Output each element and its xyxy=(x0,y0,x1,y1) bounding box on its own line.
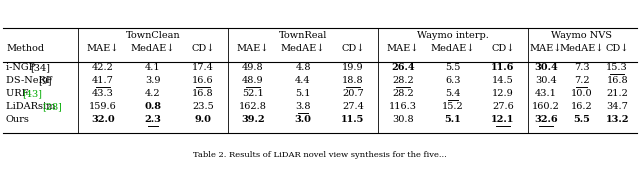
Text: 28.2: 28.2 xyxy=(392,89,414,98)
Text: 19.9: 19.9 xyxy=(342,63,364,72)
Text: 13.2: 13.2 xyxy=(605,115,629,124)
Text: 14.5: 14.5 xyxy=(492,76,514,85)
Text: 30.4: 30.4 xyxy=(535,76,557,85)
Text: MAE↓: MAE↓ xyxy=(387,44,419,53)
Text: 34.7: 34.7 xyxy=(606,102,628,111)
Text: i-NGP: i-NGP xyxy=(6,63,38,72)
Text: MedAE↓: MedAE↓ xyxy=(281,44,325,53)
Text: 5.1: 5.1 xyxy=(295,89,311,98)
Text: 159.6: 159.6 xyxy=(89,102,117,111)
Text: 32.0: 32.0 xyxy=(91,115,115,124)
Text: CD↓: CD↓ xyxy=(191,44,214,53)
Text: [34]: [34] xyxy=(30,63,51,72)
Text: [28]: [28] xyxy=(42,102,63,111)
Text: 7.3: 7.3 xyxy=(573,63,589,72)
Text: 16.8: 16.8 xyxy=(606,76,628,85)
Text: MAE↓: MAE↓ xyxy=(237,44,269,53)
Text: 18.8: 18.8 xyxy=(342,76,364,85)
Text: TownReal: TownReal xyxy=(279,31,327,40)
Text: CD↓: CD↓ xyxy=(341,44,365,53)
Text: CD↓: CD↓ xyxy=(605,44,629,53)
Text: [9]: [9] xyxy=(38,76,52,85)
Text: 160.2: 160.2 xyxy=(532,102,560,111)
Text: 27.4: 27.4 xyxy=(342,102,364,111)
Text: 5.5: 5.5 xyxy=(573,115,590,124)
Text: MAE↓: MAE↓ xyxy=(87,44,119,53)
Text: 16.2: 16.2 xyxy=(571,102,593,111)
Text: 20.7: 20.7 xyxy=(342,89,364,98)
Text: 2.3: 2.3 xyxy=(145,115,161,124)
Text: Method: Method xyxy=(6,44,44,53)
Text: 41.7: 41.7 xyxy=(92,76,114,85)
Text: 16.8: 16.8 xyxy=(192,89,214,98)
Text: Ours: Ours xyxy=(6,115,30,124)
Text: 5.4: 5.4 xyxy=(445,89,461,98)
Text: 11.5: 11.5 xyxy=(341,115,365,124)
Text: 15.2: 15.2 xyxy=(442,102,464,111)
Text: 52.1: 52.1 xyxy=(242,89,264,98)
Text: 39.2: 39.2 xyxy=(241,115,265,124)
Text: 43.1: 43.1 xyxy=(535,89,557,98)
Text: 3.9: 3.9 xyxy=(145,76,161,85)
Text: 16.6: 16.6 xyxy=(192,76,214,85)
Text: 6.3: 6.3 xyxy=(445,76,461,85)
Text: 9.0: 9.0 xyxy=(195,115,211,124)
Text: 116.3: 116.3 xyxy=(389,102,417,111)
Text: 30.4: 30.4 xyxy=(534,63,557,72)
Text: Waymo interp.: Waymo interp. xyxy=(417,31,489,40)
Text: 21.2: 21.2 xyxy=(606,89,628,98)
Text: 17.4: 17.4 xyxy=(192,63,214,72)
Text: Table 2. Results of LiDAR novel view synthesis for the five...: Table 2. Results of LiDAR novel view syn… xyxy=(193,151,447,159)
Text: 11.6: 11.6 xyxy=(492,63,515,72)
Text: 27.6: 27.6 xyxy=(492,102,514,111)
Text: [43]: [43] xyxy=(22,89,42,98)
Text: LiDARsim: LiDARsim xyxy=(6,102,59,111)
Text: 4.1: 4.1 xyxy=(145,63,161,72)
Text: 23.5: 23.5 xyxy=(192,102,214,111)
Text: 7.2: 7.2 xyxy=(573,76,589,85)
Text: MedAE↓: MedAE↓ xyxy=(431,44,475,53)
Text: 5.1: 5.1 xyxy=(445,115,461,124)
Text: 4.2: 4.2 xyxy=(145,89,161,98)
Text: 48.9: 48.9 xyxy=(242,76,264,85)
Text: 28.2: 28.2 xyxy=(392,76,414,85)
Text: MedAE↓: MedAE↓ xyxy=(131,44,175,53)
Text: 4.4: 4.4 xyxy=(295,76,311,85)
Text: 3.0: 3.0 xyxy=(294,115,312,124)
Text: 5.5: 5.5 xyxy=(445,63,461,72)
Text: 15.3: 15.3 xyxy=(606,63,628,72)
Text: 4.8: 4.8 xyxy=(295,63,311,72)
Text: TownClean: TownClean xyxy=(125,31,180,40)
Text: 43.3: 43.3 xyxy=(92,89,114,98)
Text: MAE↓: MAE↓ xyxy=(530,44,562,53)
Text: 26.4: 26.4 xyxy=(391,63,415,72)
Text: 0.8: 0.8 xyxy=(145,102,161,111)
Text: 30.8: 30.8 xyxy=(392,115,414,124)
Text: CD↓: CD↓ xyxy=(492,44,515,53)
Text: 32.6: 32.6 xyxy=(534,115,557,124)
Text: URF: URF xyxy=(6,89,31,98)
Text: 49.8: 49.8 xyxy=(242,63,264,72)
Text: DS-NeRF: DS-NeRF xyxy=(6,76,56,85)
Text: 12.9: 12.9 xyxy=(492,89,514,98)
Text: 162.8: 162.8 xyxy=(239,102,267,111)
Text: 3.8: 3.8 xyxy=(295,102,311,111)
Text: 12.1: 12.1 xyxy=(492,115,515,124)
Text: 42.2: 42.2 xyxy=(92,63,114,72)
Text: MedAE↓: MedAE↓ xyxy=(559,44,604,53)
Text: 10.0: 10.0 xyxy=(571,89,592,98)
Text: Waymo NVS: Waymo NVS xyxy=(551,31,612,40)
